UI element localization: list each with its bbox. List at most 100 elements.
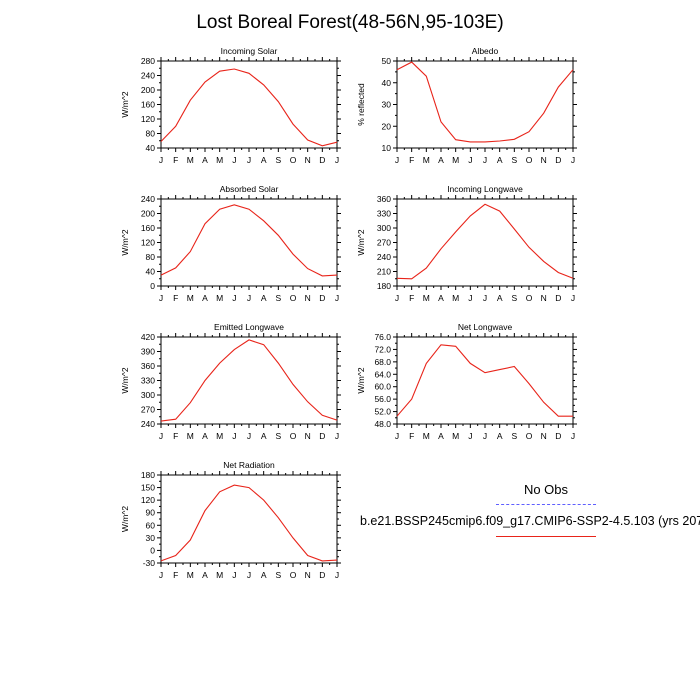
x-tick-label: J <box>232 570 236 580</box>
plot-frame <box>160 336 338 425</box>
x-tick-label: A <box>497 155 503 165</box>
y-tick-label: 330 <box>141 376 155 386</box>
y-axis-label: W/m^2 <box>356 229 366 255</box>
y-tick-label: 20 <box>382 121 392 131</box>
x-tick-label: J <box>232 431 236 441</box>
y-tick-label: 300 <box>377 223 391 233</box>
x-tick-label: S <box>275 570 281 580</box>
y-tick-label: 200 <box>141 209 155 219</box>
y-tick-label: 56.0 <box>374 394 391 404</box>
x-tick-label: A <box>438 155 444 165</box>
y-tick-label: 0 <box>150 281 155 291</box>
x-tick-label: F <box>409 431 414 441</box>
x-tick-label: J <box>483 293 487 303</box>
y-tick-label: 40 <box>146 267 156 277</box>
x-tick-label: J <box>159 570 163 580</box>
y-tick-label: 90 <box>146 508 156 518</box>
x-tick-label: J <box>571 293 575 303</box>
x-tick-label: J <box>468 293 472 303</box>
x-tick-label: M <box>187 155 194 165</box>
y-tick-label: 160 <box>141 223 155 233</box>
series-line <box>396 203 574 280</box>
x-tick-label: J <box>232 155 236 165</box>
x-tick-label: J <box>335 155 339 165</box>
x-tick-label: J <box>468 155 472 165</box>
x-tick-label: O <box>290 431 297 441</box>
x-tick-label: A <box>261 293 267 303</box>
x-tick-label: A <box>261 570 267 580</box>
x-tick-label: J <box>247 431 251 441</box>
x-tick-label: M <box>216 293 223 303</box>
x-tick-label: M <box>187 570 194 580</box>
plot-frame <box>160 198 338 287</box>
y-tick-label: 120 <box>141 114 155 124</box>
x-tick-label: J <box>483 155 487 165</box>
y-tick-label: 180 <box>141 470 155 480</box>
y-tick-label: 200 <box>141 85 155 95</box>
x-tick-label: O <box>526 293 533 303</box>
y-axis-label: W/m^2 <box>356 367 366 393</box>
x-tick-label: S <box>275 293 281 303</box>
x-tick-label: J <box>335 570 339 580</box>
series-line <box>160 204 338 277</box>
y-axis-label: W/m^2 <box>120 229 130 255</box>
series-line <box>160 484 338 562</box>
y-tick-label: 150 <box>141 483 155 493</box>
y-tick-label: 30 <box>382 100 392 110</box>
x-tick-label: J <box>247 570 251 580</box>
panel-title: Net Radiation <box>223 460 275 470</box>
x-tick-label: J <box>159 293 163 303</box>
y-tick-label: 360 <box>141 361 155 371</box>
x-tick-label: N <box>541 155 547 165</box>
x-tick-label: J <box>395 155 399 165</box>
x-tick-label: S <box>275 155 281 165</box>
x-tick-label: J <box>247 155 251 165</box>
x-tick-label: J <box>395 431 399 441</box>
y-tick-label: 270 <box>141 405 155 415</box>
x-tick-label: D <box>319 155 325 165</box>
y-tick-label: 72.0 <box>374 344 391 354</box>
x-tick-label: J <box>571 431 575 441</box>
y-tick-label: 10 <box>382 143 392 153</box>
x-tick-label: A <box>497 431 503 441</box>
x-tick-label: A <box>438 431 444 441</box>
legend-obs-line <box>496 504 596 505</box>
x-tick-label: M <box>216 431 223 441</box>
y-tick-label: 68.0 <box>374 357 391 367</box>
x-tick-label: F <box>173 570 178 580</box>
series-line <box>396 61 574 143</box>
x-tick-label: O <box>526 431 533 441</box>
x-tick-label: J <box>395 293 399 303</box>
y-tick-label: 240 <box>377 252 391 262</box>
x-tick-label: O <box>290 155 297 165</box>
x-tick-label: D <box>555 293 561 303</box>
legend-header: No Obs <box>523 482 569 497</box>
x-tick-label: A <box>438 293 444 303</box>
x-tick-label: M <box>187 293 194 303</box>
x-tick-label: M <box>452 431 459 441</box>
panel-title: Absorbed Solar <box>220 184 279 194</box>
x-tick-label: A <box>261 431 267 441</box>
plot-frame <box>396 336 574 425</box>
panel-title: Emitted Longwave <box>214 322 284 332</box>
y-axis-label: W/m^2 <box>120 506 130 532</box>
y-tick-label: 420 <box>141 332 155 342</box>
x-tick-label: N <box>305 293 311 303</box>
y-tick-label: 64.0 <box>374 369 391 379</box>
x-tick-label: M <box>216 155 223 165</box>
x-tick-label: F <box>173 293 178 303</box>
y-tick-label: 360 <box>377 194 391 204</box>
x-tick-label: J <box>335 431 339 441</box>
x-tick-label: S <box>511 431 517 441</box>
x-tick-label: M <box>452 155 459 165</box>
y-tick-label: 50 <box>382 56 392 66</box>
x-tick-label: J <box>232 293 236 303</box>
x-tick-label: O <box>526 155 533 165</box>
y-tick-label: 80 <box>146 129 156 139</box>
panel-title: Incoming Longwave <box>447 184 523 194</box>
x-tick-label: S <box>511 293 517 303</box>
x-tick-label: J <box>571 155 575 165</box>
y-tick-label: 390 <box>141 347 155 357</box>
x-tick-label: F <box>173 431 178 441</box>
x-tick-label: N <box>541 431 547 441</box>
